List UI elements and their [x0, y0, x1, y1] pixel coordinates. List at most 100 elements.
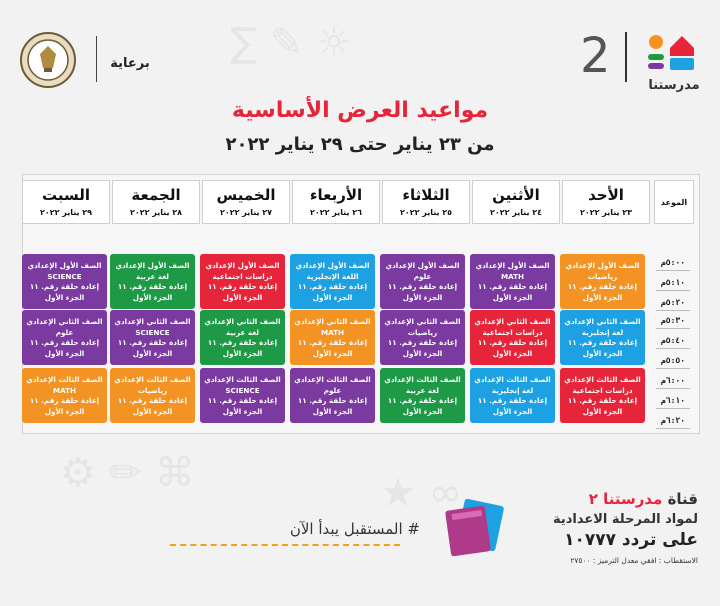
cell-grade: الصف الثالث الإعدادي — [564, 375, 641, 384]
schedule-cell: الصف الثاني الإعدادي MATH إعادة حلقة رقم. … — [290, 310, 375, 365]
cell-subject: علوم — [323, 385, 342, 395]
time-column-header: الموعد — [654, 180, 694, 224]
cell-episode: إعادة حلقة رقم. ١١ — [29, 282, 100, 291]
day-header-saturday: السبت ٢٩ يناير ٢٠٢٢ — [22, 180, 110, 224]
cell-episode: إعادة حلقة رقم. ١١ — [117, 338, 188, 347]
cell-grade: الصف الثاني الإعدادي — [204, 317, 281, 326]
time-slot: ٥:٠٠م — [656, 256, 690, 271]
cell-grade: الصف الأول الإعدادي — [565, 261, 640, 270]
cell-grade: الصف الثاني الإعدادي — [294, 317, 371, 326]
cell-grade: الصف الأول الإعدادي — [27, 261, 102, 270]
time-slot: ٦:٠٠م — [656, 374, 690, 389]
day-header-sunday: الأحد ٢٣ يناير ٢٠٢٢ — [562, 180, 650, 224]
background-doodle: ⚙ ✏ ⌘ — [60, 450, 195, 496]
cell-subject: MATH — [320, 327, 345, 337]
cell-episode: إعادة حلقة رقم. ١١ — [387, 396, 458, 405]
cell-grade: الصف الأول الإعدادي — [385, 261, 460, 270]
cell-part: الجزء الأول — [44, 292, 85, 302]
day-date: ٢٥ يناير ٢٠٢٢ — [399, 208, 453, 217]
cell-subject: لغة عربية — [406, 385, 439, 395]
cell-grade: الصف الثاني الإعدادي — [26, 317, 103, 326]
ministry-logo — [18, 30, 90, 90]
cell-subject: لغة عربية — [136, 271, 169, 281]
reception-info: الاستقطاب : افقي معدل الترميز : ٢٧٥٠٠ — [570, 556, 698, 565]
day-name: الثلاثاء — [402, 186, 450, 204]
day-date: ٢٨ يناير ٢٠٢٢ — [129, 208, 183, 217]
cell-subject: دراسات اجتماعية — [212, 271, 273, 281]
slogan: # المستقبل يبدأ الآن — [289, 520, 420, 538]
schedule-cell: الصف الأول الإعدادي اللغة الإنجليزية إعادة… — [290, 254, 375, 309]
cell-subject: علوم — [55, 327, 74, 337]
brand-number: 2 — [580, 28, 611, 84]
cell-episode: إعادة حلقة رقم. ١١ — [297, 282, 368, 291]
schedule-cell: الصف الثاني الإعدادي علوم إعادة حلقة رقم. … — [22, 310, 107, 365]
cell-episode: إعادة حلقة رقم. ١١ — [387, 338, 458, 347]
schedule-cell: الصف الثاني الإعدادي لغة عربية إعادة حلقة … — [200, 310, 285, 365]
date-range-subtitle: من ٢٣ يناير حتى ٢٩ يناير ٢٠٢٢ — [225, 134, 495, 155]
schedule-header-row: الموعد الأحد ٢٣ يناير ٢٠٢٢ الأثنين ٢٤ ين… — [22, 180, 698, 224]
cell-part: الجزء الأول — [312, 406, 353, 416]
cell-subject: لغة إنجليزية — [581, 327, 624, 337]
cell-part: الجزء الأول — [492, 292, 533, 302]
time-slot: ٥:٥٠م — [656, 354, 690, 369]
cell-grade: الصف الثاني الإعدادي — [114, 317, 191, 326]
cell-episode: إعادة حلقة رقم. ١١ — [207, 282, 278, 291]
cell-subject: اللغة الإنجليزية — [306, 271, 359, 281]
cell-part: الجزء الأول — [402, 348, 443, 358]
brand-divider — [625, 32, 627, 82]
cell-episode: إعادة حلقة رقم. ١١ — [117, 282, 188, 291]
cell-grade: الصف الثاني الإعدادي — [564, 317, 641, 326]
cell-grade: الصف الثالث الإعدادي — [204, 375, 281, 384]
schedule-cell: الصف الثالث الإعدادي لغة عربية إعادة حلقة … — [380, 368, 465, 423]
cell-subject: MATH — [52, 385, 77, 395]
cell-episode: إعادة حلقة رقم. ١١ — [567, 282, 638, 291]
schedule-cell: الصف الثالث الإعدادي رياضيات إعادة حلقة رق… — [110, 368, 195, 423]
cell-part: الجزء الأول — [402, 292, 443, 302]
cell-grade: الصف الثالث الإعدادي — [474, 375, 551, 384]
cell-grade: الصف الأول الإعدادي — [205, 261, 280, 270]
cell-part: الجزء الأول — [492, 406, 533, 416]
day-date: ٢٩ يناير ٢٠٢٢ — [39, 208, 93, 217]
cell-episode: إعادة حلقة رقم. ١١ — [29, 338, 100, 347]
schedule-cell: الصف الأول الإعدادي رياضيات إعادة حلقة رقم… — [560, 254, 645, 309]
cell-grade: الصف الأول الإعدادي — [295, 261, 370, 270]
schedule-cell: الصف الثالث الإعدادي دراسات اجتماعية إعادة… — [560, 368, 645, 423]
time-slot: ٥:٢٠م — [656, 296, 690, 311]
page-title: مواعيد العرض الأساسية — [231, 98, 489, 123]
day-name: الجمعة — [131, 186, 181, 204]
cell-subject: علوم — [413, 271, 432, 281]
schedule-cell: الصف الأول الإعدادي MATH إعادة حلقة رقم. ١… — [470, 254, 555, 309]
time-slot: ٦:٢٠م — [656, 414, 690, 429]
day-header-friday: الجمعة ٢٨ يناير ٢٠٢٢ — [112, 180, 200, 224]
channel-frequency: على تردد ١٠٧٧٧ — [564, 530, 698, 550]
cell-subject: دراسات اجتماعية — [482, 327, 543, 337]
cell-episode: إعادة حلقة رقم. ١١ — [297, 338, 368, 347]
cell-grade: الصف الثالث الإعدادي — [26, 375, 103, 384]
day-date: ٢٦ يناير ٢٠٢٢ — [309, 208, 363, 217]
cell-grade: الصف الأول الإعدادي — [475, 261, 550, 270]
channel-name: مدرستنا ٢ — [588, 490, 663, 508]
sponsor-label: برعاية — [110, 56, 150, 71]
cell-part: الجزء الأول — [402, 406, 443, 416]
cell-subject: دراسات اجتماعية — [572, 385, 633, 395]
background-doodle: ★ ∞ — [380, 470, 462, 516]
cell-part: الجزء الأول — [582, 348, 623, 358]
day-header-tuesday: الثلاثاء ٢٥ يناير ٢٠٢٢ — [382, 180, 470, 224]
cell-part: الجزء الأول — [132, 406, 173, 416]
schedule-cell: الصف الثالث الإعدادي MATH إعادة حلقة رقم. … — [22, 368, 107, 423]
cell-part: الجزء الأول — [312, 292, 353, 302]
cell-episode: إعادة حلقة رقم. ١١ — [567, 338, 638, 347]
channel-label: قناة — [667, 490, 698, 508]
cell-grade: الصف الثالث الإعدادي — [384, 375, 461, 384]
slogan-decoration — [170, 544, 400, 546]
cell-episode: إعادة حلقة رقم. ١١ — [297, 396, 368, 405]
notebook-illustration — [440, 498, 510, 558]
cell-part: الجزء الأول — [44, 406, 85, 416]
cell-part: الجزء الأول — [132, 348, 173, 358]
cell-grade: الصف الثاني الإعدادي — [474, 317, 551, 326]
cell-part: الجزء الأول — [222, 348, 263, 358]
day-name: الأربعاء — [309, 186, 363, 204]
channel-line: قناة مدرستنا ٢ — [520, 490, 698, 508]
cell-subject: لغة عربية — [226, 327, 259, 337]
